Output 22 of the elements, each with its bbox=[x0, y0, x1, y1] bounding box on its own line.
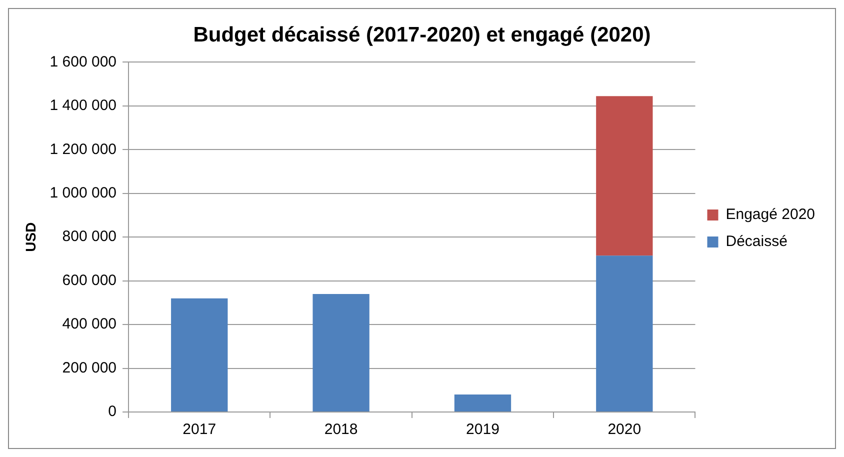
bar bbox=[454, 394, 512, 412]
x-tick-label: 2017 bbox=[182, 421, 216, 438]
y-tick-label: 600 000 bbox=[62, 272, 117, 289]
y-tick-label: 400 000 bbox=[62, 316, 117, 333]
x-tick-label: 2020 bbox=[608, 421, 642, 438]
y-axis-title: USD bbox=[22, 222, 38, 252]
legend-label: Décaissé bbox=[726, 233, 788, 250]
y-tick-label: 800 000 bbox=[62, 228, 117, 246]
y-tick-label: 0 bbox=[108, 403, 117, 420]
y-tick-label: 1 400 000 bbox=[50, 97, 117, 114]
x-tick-label: 2019 bbox=[466, 421, 500, 438]
y-tick-label: 1 200 000 bbox=[50, 140, 117, 158]
y-tick-label: 1 000 000 bbox=[50, 184, 117, 202]
x-tick-label: 2018 bbox=[324, 421, 358, 438]
bar bbox=[596, 96, 653, 256]
legend-label: Engagé 2020 bbox=[726, 206, 816, 224]
chart-title: Budget décaissé (2017-2020) et engagé (2020) bbox=[193, 23, 651, 46]
y-tick-label: 1 600 000 bbox=[50, 53, 117, 70]
bar bbox=[596, 256, 653, 412]
y-tick-label: 200 000 bbox=[62, 359, 117, 376]
bar bbox=[171, 298, 228, 412]
bar bbox=[312, 294, 370, 412]
